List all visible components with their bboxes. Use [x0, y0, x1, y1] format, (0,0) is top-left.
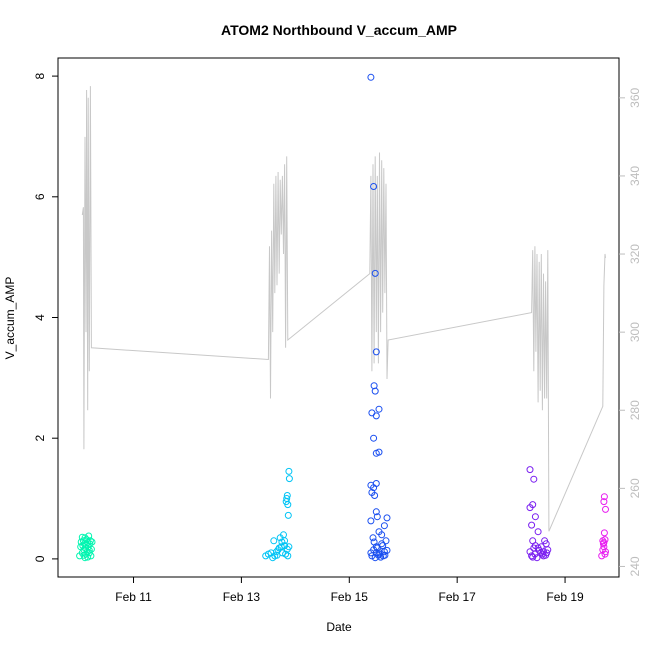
data-point-series-5 [600, 498, 608, 506]
x-tick-label: Feb 11 [115, 590, 152, 604]
data-point-series-2 [282, 550, 290, 558]
x-tick-label: Feb 19 [546, 590, 584, 604]
data-point-series-2 [284, 501, 292, 509]
y-axis-label: V_accum_AMP [3, 277, 17, 360]
y2-tick-label: 300 [628, 322, 642, 342]
data-point-series-4 [530, 475, 538, 483]
x-tick-label: Feb 13 [223, 590, 261, 604]
data-point-series-4 [543, 549, 551, 557]
data-point-series-3 [383, 546, 391, 554]
data-point-series-3 [372, 348, 380, 356]
data-point-series-3 [380, 522, 388, 530]
data-point-series-2 [285, 543, 293, 551]
data-point-series-3 [379, 552, 387, 560]
y-tick-label: 4 [33, 314, 47, 321]
data-point-series-2 [281, 537, 289, 545]
data-point-series-4 [526, 504, 534, 512]
y-axis-right: 240 260 280 300 320 340 360 [619, 88, 642, 576]
y-tick-label: 6 [33, 193, 47, 200]
data-point-series-1 [80, 551, 88, 559]
data-point-series-2 [285, 467, 293, 475]
data-point-series-1 [78, 533, 86, 541]
data-point-series-4 [531, 513, 539, 521]
x-axis-label: Date [326, 620, 352, 634]
data-point-series-3 [374, 551, 382, 559]
y-tick-label: 2 [33, 435, 47, 442]
data-point-series-3 [371, 492, 379, 499]
y2-tick-label: 260 [628, 478, 642, 498]
data-point-series-5 [600, 529, 608, 537]
data-point-series-3 [367, 517, 375, 525]
data-point-series-4 [534, 528, 542, 536]
data-point-series-4 [540, 548, 547, 556]
data-point-series-3 [372, 412, 380, 420]
data-point-series-3 [371, 269, 379, 277]
plot-frame [57, 57, 620, 578]
data-point-series-4 [531, 550, 539, 558]
data-point-series-2 [270, 537, 278, 545]
data-point-series-1 [85, 532, 93, 540]
data-point-series-3 [372, 480, 380, 487]
data-point-series-1 [86, 537, 94, 545]
data-point-series-3 [375, 405, 383, 413]
x-tick-label: Feb 15 [331, 590, 369, 604]
line-series [81, 86, 606, 532]
data-point-series-3 [375, 448, 383, 456]
data-point-series-3 [370, 538, 378, 546]
data-point-series-4 [528, 521, 536, 529]
y2-tick-label: 280 [628, 400, 642, 420]
data-point-series-5 [602, 548, 609, 556]
data-point-series-3 [367, 549, 375, 557]
data-point-series-3 [372, 508, 380, 516]
data-point-series-2 [284, 552, 292, 560]
y-tick-label: 8 [33, 72, 47, 79]
data-point-series-5 [602, 505, 609, 513]
data-points-layer [76, 73, 609, 562]
y2-tick-label: 360 [628, 88, 642, 108]
y2-tick-label: 340 [628, 166, 642, 186]
chart-title: ATOM2 Northbound V_accum_AMP [221, 22, 457, 38]
y-tick-label: 0 [33, 555, 47, 562]
data-point-series-2 [285, 475, 293, 483]
data-point-series-5 [600, 493, 608, 501]
data-point-series-2 [284, 511, 292, 519]
data-point-series-3 [370, 434, 378, 442]
data-point-series-2 [283, 492, 291, 499]
data-point-series-3 [379, 542, 387, 550]
data-point-series-5 [599, 540, 607, 548]
y2-tick-label: 320 [628, 244, 642, 264]
data-point-series-3 [373, 513, 381, 521]
x-tick-label: Feb 17 [438, 590, 476, 604]
data-point-series-1 [85, 546, 93, 554]
data-point-series-2 [273, 551, 281, 559]
data-point-series-4 [535, 546, 543, 554]
data-point-series-3 [370, 183, 378, 190]
temperature-line-layer [81, 86, 606, 532]
data-point-series-1 [82, 540, 90, 548]
data-point-series-3 [369, 534, 377, 542]
data-point-series-3 [368, 409, 376, 417]
data-point-series-1 [84, 553, 92, 561]
data-point-series-3 [367, 73, 375, 81]
data-point-series-3 [378, 531, 386, 539]
data-point-series-3 [371, 387, 379, 395]
data-point-series-4 [533, 554, 541, 562]
data-point-series-4 [526, 466, 534, 474]
data-point-series-1 [88, 538, 96, 546]
data-point-series-5 [600, 543, 608, 551]
y-axis-left: 0 2 4 6 8 [33, 72, 58, 562]
x-axis: Feb 11 Feb 13 Feb 15 Feb 17 Feb 19 [115, 577, 584, 604]
y2-tick-label: 240 [628, 556, 642, 576]
data-point-series-3 [383, 514, 391, 522]
